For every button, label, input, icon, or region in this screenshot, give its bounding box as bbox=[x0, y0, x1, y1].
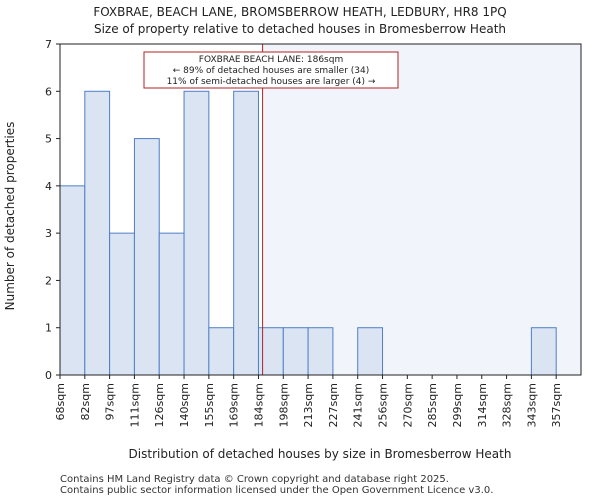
bars-group bbox=[59, 90, 557, 376]
annotation-line-2: ← 89% of detached houses are smaller (34… bbox=[173, 66, 370, 76]
x-tick-label: 68sqm bbox=[54, 383, 67, 420]
bar-198sqm bbox=[282, 327, 309, 376]
chart-title: FOXBRAE, BEACH LANE, BROMSBERROW HEATH, … bbox=[93, 5, 506, 19]
x-tick-label: 140sqm bbox=[178, 383, 191, 427]
x-tick-label: 111sqm bbox=[128, 383, 141, 427]
x-axis: 68sqm 82sqm 97sqm 111sqm 126sqm 140sqm 155sqm 1… bbox=[54, 375, 563, 427]
x-tick-label: 184sqm bbox=[252, 383, 265, 427]
y-tick-label: 5 bbox=[45, 133, 52, 146]
bar-111sqm bbox=[133, 138, 160, 376]
bar-82sqm bbox=[84, 90, 111, 376]
y-tick-label: 2 bbox=[45, 274, 52, 287]
bar-68sqm bbox=[59, 185, 86, 376]
chart-subtitle: Size of property relative to detached ho… bbox=[94, 22, 506, 36]
annotation-box: FOXBRAE BEACH LANE: 186sqm ← 89% of deta… bbox=[143, 51, 399, 89]
bar-126sqm bbox=[158, 232, 185, 376]
y-tick-label: 6 bbox=[45, 85, 52, 98]
y-axis: 0 1 2 3 4 5 6 7 bbox=[45, 38, 60, 382]
x-tick-label: 357sqm bbox=[550, 383, 563, 427]
x-tick-label: 343sqm bbox=[525, 383, 538, 427]
x-axis-title: Distribution of detached houses by size … bbox=[129, 447, 512, 461]
x-tick-label: 270sqm bbox=[401, 383, 414, 427]
annotation-line-1: FOXBRAE BEACH LANE: 186sqm bbox=[199, 55, 343, 65]
x-tick-label: 299sqm bbox=[451, 383, 464, 427]
y-tick-label: 1 bbox=[45, 322, 52, 335]
x-tick-label: 213sqm bbox=[302, 383, 315, 427]
y-tick-label: 7 bbox=[45, 38, 52, 51]
x-tick-label: 97sqm bbox=[104, 383, 117, 420]
x-tick-label: 256sqm bbox=[377, 383, 390, 427]
bar-241sqm bbox=[357, 327, 384, 376]
annotation-line-3: 11% of semi-detached houses are larger (… bbox=[167, 77, 376, 87]
x-tick-label: 328sqm bbox=[501, 383, 514, 427]
plot-area bbox=[59, 43, 582, 376]
footer-line-2: Contains public sector information licen… bbox=[60, 485, 494, 496]
bar-213sqm bbox=[307, 327, 334, 376]
x-tick-label: 169sqm bbox=[228, 383, 241, 427]
x-tick-label: 227sqm bbox=[327, 383, 340, 427]
x-tick-label: 155sqm bbox=[203, 383, 216, 427]
bar-169sqm bbox=[233, 90, 259, 376]
footer-line-1: Contains HM Land Registry data © Crown c… bbox=[60, 474, 449, 485]
y-axis-title: Number of detached properties bbox=[3, 122, 17, 311]
bar-155sqm bbox=[208, 327, 235, 376]
x-tick-label: 285sqm bbox=[426, 383, 439, 427]
bar-140sqm bbox=[183, 90, 210, 376]
x-tick-label: 82sqm bbox=[79, 383, 92, 420]
y-tick-label: 3 bbox=[45, 227, 52, 240]
y-tick-label: 4 bbox=[45, 180, 52, 193]
x-tick-label: 126sqm bbox=[153, 383, 166, 427]
x-tick-label: 198sqm bbox=[277, 383, 290, 427]
highlight-region bbox=[262, 44, 581, 375]
y-tick-label: 0 bbox=[45, 369, 52, 382]
x-tick-label: 314sqm bbox=[476, 383, 489, 427]
bar-97sqm bbox=[109, 232, 135, 376]
x-tick-label: 241sqm bbox=[352, 383, 365, 427]
bar-343sqm bbox=[530, 327, 557, 376]
